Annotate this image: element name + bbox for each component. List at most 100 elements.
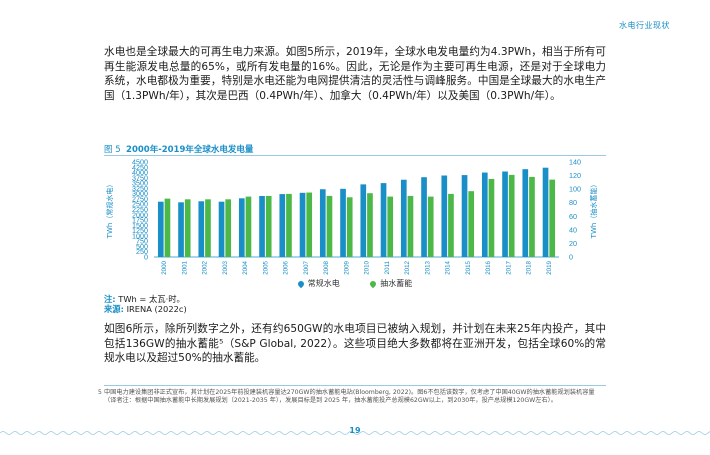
y-tick-right-label: 80 (569, 198, 577, 207)
bar-pumped-2005 (265, 195, 272, 257)
x-tick-label-2002: 2002 (202, 260, 209, 274)
bar-pumped-2018 (529, 176, 535, 257)
legend-marker-conventional (296, 279, 305, 288)
y-tick-right-label: 140 (569, 158, 581, 167)
x-tick-label-2004: 2004 (242, 260, 249, 274)
bar-conventional-2000 (157, 201, 164, 257)
bar-pumped-2000 (164, 198, 171, 257)
note-label: 注: (104, 294, 116, 304)
x-tick-label-2016: 2016 (485, 260, 492, 274)
header-title: 水电行业现状 (619, 21, 670, 30)
bar-conventional-2017 (502, 171, 508, 257)
bar-conventional-2009 (340, 188, 346, 257)
bar-conventional-2006 (279, 194, 286, 257)
bar-conventional-2012 (400, 179, 407, 257)
footnote-divider (104, 385, 606, 386)
bar-conventional-2002 (198, 201, 205, 257)
x-tick-label-2014: 2014 (445, 260, 452, 274)
source-label: 来源: (104, 304, 124, 314)
figure-note: 注: TWh = 太瓦·时。 来源: IRENA (2022c) (104, 294, 187, 314)
x-tick-label-2011: 2011 (384, 260, 391, 274)
footnote: 5 中国电力建设集团非正式宣布，其计划在2025年前投建装机容量达270GW的抽… (98, 389, 606, 405)
bar-conventional-2005 (259, 195, 265, 257)
bar-pumped-2002 (205, 199, 211, 257)
y-tick-left-label: 2500 (132, 200, 148, 209)
legend-item-pumped: 抽水蓄能 (369, 279, 413, 288)
bar-pumped-2010 (367, 193, 373, 257)
figure-title: 图 5 2000年-2019年全球水电发电量 (104, 143, 253, 155)
bar-pumped-2013 (427, 196, 434, 257)
bar-conventional-2019 (542, 167, 549, 257)
bar-pumped-2017 (508, 174, 515, 257)
bar-pumped-2012 (407, 195, 414, 257)
x-tick-label-2013: 2013 (424, 260, 431, 274)
y-tick-right-label: 20 (569, 239, 577, 248)
bar-conventional-2008 (319, 189, 326, 257)
legend-marker-pumped (369, 279, 378, 288)
bar-conventional-2013 (421, 177, 427, 257)
bar-pumped-2016 (488, 178, 495, 257)
chart-legend: 常规水电 抽水蓄能 (0, 278, 710, 289)
x-tick-label-2003: 2003 (222, 260, 229, 274)
bar-conventional-2001 (178, 202, 184, 257)
bar-pumped-2004 (245, 196, 252, 257)
bar-conventional-2018 (522, 169, 529, 257)
footer-wave-decoration (0, 431, 710, 435)
page-number: 19 (349, 426, 361, 435)
bar-conventional-2016 (481, 172, 488, 257)
bar-pumped-2003 (225, 199, 232, 257)
y-tick-left-label: 0 (144, 253, 148, 262)
bar-pumped-2014 (448, 193, 454, 257)
bar-pumped-2006 (286, 193, 292, 257)
y-tick-right-label: 60 (569, 212, 577, 221)
y-tick-left-label: 4500 (132, 158, 148, 167)
x-tick-label-2015: 2015 (465, 260, 472, 274)
y-tick-left-label: 2250 (132, 205, 148, 214)
y-tick-left-label: 250 (136, 247, 148, 256)
bar-pumped-2001 (184, 199, 191, 257)
figure-label: 图 5 (104, 145, 121, 155)
x-tick-label-2000: 2000 (161, 260, 168, 274)
y-tick-left-label: 3750 (132, 173, 148, 182)
bar-conventional-2014 (441, 175, 448, 257)
bar-pumped-2009 (346, 197, 353, 257)
paragraph-planning: 如图6所示，除所列数字之外，还有约650GW的水电项目已被纳入规划，并计划在未来… (104, 323, 606, 365)
note-text: TWh = 太瓦·时。 (118, 294, 185, 304)
y-axis-left-title: TWh（常规水电） (105, 181, 114, 240)
legend-label-pumped: 抽水蓄能 (380, 279, 413, 288)
bar-conventional-2015 (461, 175, 468, 257)
y-tick-left-label: 3500 (132, 179, 148, 188)
x-tick-label-2001: 2001 (181, 260, 188, 274)
x-tick-label-2007: 2007 (303, 260, 310, 274)
footnote-mark: 5 (98, 389, 102, 396)
x-tick-label-2008: 2008 (323, 260, 330, 274)
y-tick-right-label: 0 (569, 253, 573, 262)
paragraph-intro: 水电也是全球最大的可再生电力来源。如图5所示，2019年，全球水电发电量约为4.… (104, 46, 606, 102)
y-tick-left-label: 2750 (132, 194, 148, 203)
y-tick-right-label: 120 (569, 171, 581, 180)
y-tick-left-label: 1250 (132, 226, 148, 235)
y-tick-left-label: 500 (136, 242, 148, 251)
x-tick-label-2009: 2009 (343, 260, 350, 274)
x-tick-label-2006: 2006 (283, 260, 290, 274)
bar-conventional-2010 (360, 184, 367, 257)
y-tick-left-label: 1500 (132, 221, 148, 230)
footnote-text: 中国电力建设集团非正式宣布，其计划在2025年前投建装机容量达270GW的抽水蓄… (104, 389, 595, 405)
bar-pumped-2011 (387, 196, 394, 257)
bar-conventional-2011 (380, 183, 387, 257)
bar-conventional-2007 (299, 192, 306, 257)
x-tick-label-2018: 2018 (526, 260, 533, 274)
y-axis-right-title: TWh（抽水蓄能） (589, 181, 598, 240)
bar-conventional-2004 (238, 198, 245, 257)
x-tick-label-2010: 2010 (364, 260, 371, 274)
legend-label-conventional: 常规水电 (307, 279, 340, 288)
x-tick-label-2017: 2017 (505, 260, 512, 274)
bar-pumped-2008 (326, 195, 333, 257)
y-tick-left-label: 3000 (132, 189, 148, 198)
bar-pumped-2007 (306, 192, 313, 257)
y-tick-left-label: 4250 (132, 163, 148, 172)
y-tick-right-label: 100 (569, 185, 581, 194)
y-tick-right-label: 40 (569, 225, 577, 234)
y-tick-left-label: 1750 (132, 216, 148, 225)
source-text: IRENA (2022c) (126, 304, 187, 314)
